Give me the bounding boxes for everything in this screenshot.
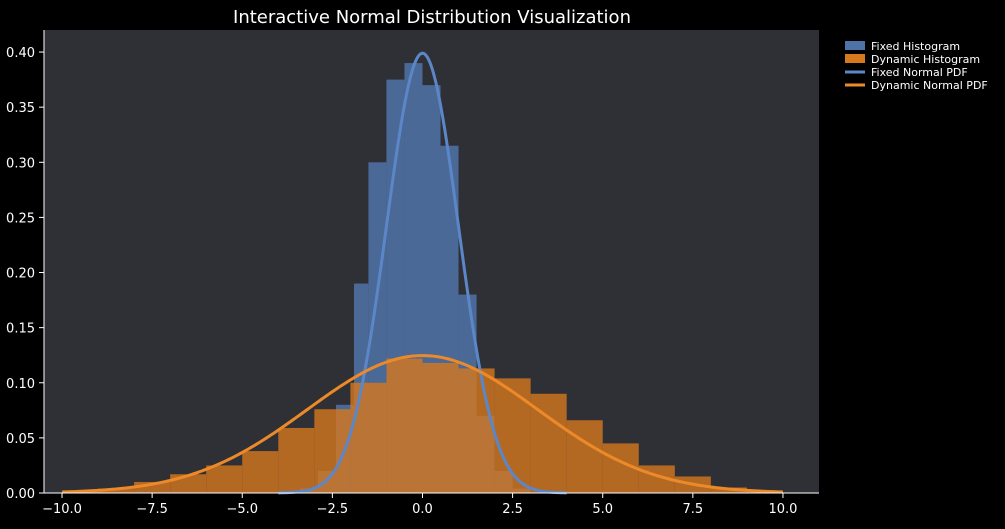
x-tick-label: −5.0 [226,502,258,517]
dynamic-histogram-bar [458,368,495,493]
x-tick-label: 7.5 [682,502,703,517]
x-tick-label: −2.5 [317,502,349,517]
legend-label: Fixed Histogram [871,40,960,53]
dynamic-pdf-line [61,354,783,494]
legend-item: Dynamic Histogram [845,53,980,66]
y-tick-label: 0.40 [6,46,35,61]
x-tick-label: 2.5 [502,502,523,517]
y-tick-label: 0.05 [6,432,35,447]
y-axis: 0.00 0.05 0.10 0.15 0.20 0.25 0.30 0.35 0.40 [6,30,45,502]
dynamic-histogram-bar [350,382,387,493]
dynamic-histogram-bar [98,488,135,493]
legend-label: Dynamic Normal PDF [871,79,988,92]
x-tick-label: −7.5 [136,502,168,517]
y-tick-label: 0.00 [6,487,35,502]
legend-swatch [845,54,865,63]
x-tick-label: 5.0 [592,502,613,517]
legend-item: Fixed Normal PDF [845,66,968,79]
x-tick-label: 0.0 [412,502,433,517]
y-tick-label: 0.15 [6,322,35,337]
dynamic-histogram-bar [422,362,459,493]
y-tick-label: 0.25 [6,211,35,226]
y-tick-label: 0.10 [6,377,35,392]
pdf-lines [61,51,783,495]
y-tick-label: 0.20 [6,267,35,282]
dynamic-histogram-bar [134,481,171,493]
legend-label: Fixed Normal PDF [871,66,968,79]
legend-swatch [845,41,865,50]
dynamic-histogram-bar [278,427,315,493]
legend-item: Fixed Histogram [845,40,960,53]
chart-title: Interactive Normal Distribution Visualiz… [233,7,631,28]
x-tick-label: 10.0 [768,502,797,517]
dynamic-histogram [62,358,783,493]
x-axis: −10.0 −7.5 −5.0 −2.5 0.0 2.5 5.0 7.5 10.0 [42,492,819,517]
dynamic-histogram-bar [242,451,279,493]
x-tick-label: −10.0 [42,502,82,517]
legend-item: Dynamic Normal PDF [845,79,988,92]
y-tick-label: 0.35 [6,101,35,116]
dynamic-histogram-bar [206,465,243,493]
fixed-pdf-line [277,51,568,495]
legend-label: Dynamic Histogram [871,53,980,66]
dynamic-histogram-bar [386,358,423,493]
y-tick-label: 0.30 [6,156,35,171]
dynamic-histogram-bar [566,420,603,493]
